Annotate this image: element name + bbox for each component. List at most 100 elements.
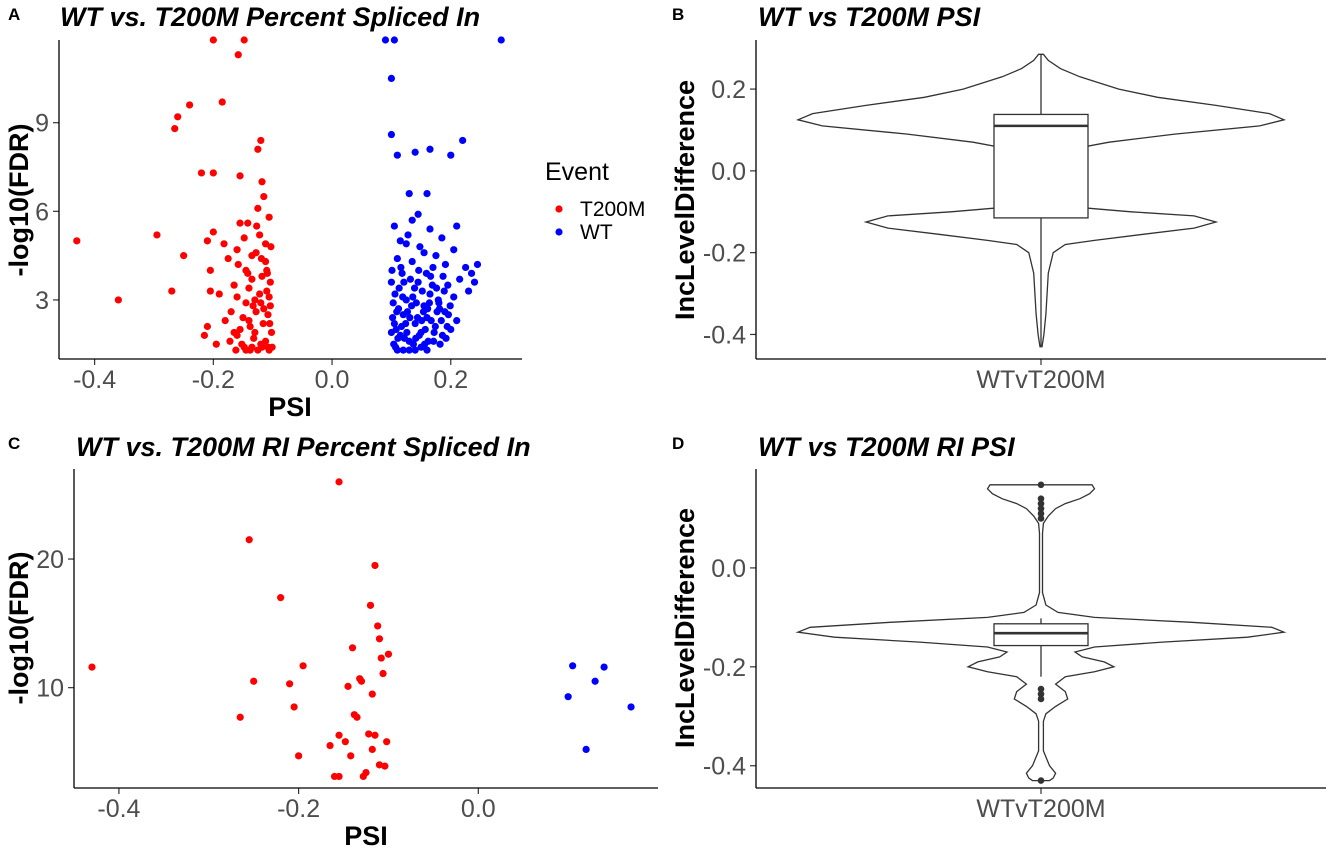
panel-c: C WT vs. T200M RI Percent Spliced In -0.… <box>4 432 658 851</box>
point-wt <box>456 275 464 283</box>
point-wt <box>390 319 398 328</box>
panel-b-x-ticks: WTvT200M <box>976 359 1106 394</box>
point-wt <box>438 234 446 242</box>
point-t200m <box>366 601 375 609</box>
panel-b-violin <box>795 53 1287 348</box>
point-wt <box>431 322 439 331</box>
point-wt <box>432 284 441 292</box>
point-t200m <box>236 325 244 334</box>
point-t200m <box>224 254 232 263</box>
point-t200m <box>168 287 176 295</box>
panel-d-x-tick-label: WTvT200M <box>976 795 1105 823</box>
point-t200m <box>209 228 217 236</box>
point-t200m <box>347 752 355 760</box>
panel-a-points <box>73 36 505 354</box>
point-t200m <box>232 346 240 354</box>
panel-c-x-label: PSI <box>344 821 388 851</box>
point-t200m <box>371 731 379 739</box>
point-t200m <box>171 125 179 133</box>
point-t200m <box>259 319 267 328</box>
point-wt <box>414 278 422 286</box>
point-t200m <box>250 677 258 685</box>
point-t200m <box>362 768 370 777</box>
point-wt <box>627 703 635 711</box>
point-wt <box>421 325 429 334</box>
point-t200m <box>277 594 285 602</box>
panel-d-violin <box>795 481 1287 784</box>
point-wt <box>453 222 461 230</box>
panel-c-y-ticks: 10 20 <box>36 546 74 703</box>
point-wt <box>420 249 428 257</box>
point-wt <box>414 210 422 218</box>
point-wt <box>411 319 419 328</box>
point-wt <box>569 662 577 670</box>
point-wt <box>389 299 397 307</box>
point-wt <box>408 216 416 224</box>
panel-d-title: WT vs T200M RI PSI <box>758 432 1015 462</box>
point-t200m <box>153 231 161 239</box>
point-t200m <box>256 290 264 298</box>
outlier-point <box>1037 685 1045 693</box>
point-wt <box>398 269 406 277</box>
outlier-point <box>1037 690 1045 698</box>
point-t200m <box>286 680 294 688</box>
point-wt <box>427 317 435 325</box>
point-t200m <box>267 243 275 251</box>
point-wt <box>393 346 401 354</box>
point-wt <box>396 237 404 245</box>
point-wt <box>394 334 402 342</box>
panel-d-y-ticks: 0.0 -0.2 -0.4 <box>703 555 756 781</box>
point-t200m <box>374 622 382 630</box>
point-t200m <box>248 275 256 283</box>
point-wt <box>444 311 452 319</box>
point-wt <box>388 314 397 322</box>
panel-a-x-tick-label: -0.4 <box>73 366 116 394</box>
point-t200m <box>240 234 248 242</box>
panel-a-y-tick-label: 3 <box>35 287 49 315</box>
point-wt <box>425 299 433 307</box>
point-t200m <box>234 51 242 59</box>
point-t200m <box>233 246 241 254</box>
point-t200m <box>341 738 349 746</box>
point-wt <box>426 225 434 233</box>
point-wt <box>453 317 461 325</box>
point-t200m <box>335 731 343 739</box>
panel-b-y-label: IncLevelDifference <box>670 80 700 320</box>
point-wt <box>440 287 448 295</box>
point-t200m <box>295 752 303 760</box>
point-wt <box>443 322 451 331</box>
point-t200m <box>258 343 266 351</box>
point-wt <box>402 319 410 328</box>
point-wt <box>416 243 424 251</box>
panel-c-x-tick-label: -0.2 <box>277 795 320 823</box>
point-wt <box>429 263 437 272</box>
point-wt <box>450 293 458 301</box>
legend-label-t200m: T200M <box>580 198 645 221</box>
point-t200m <box>257 136 265 145</box>
box-iqr <box>993 113 1089 219</box>
point-wt <box>423 346 431 354</box>
panel-d-y-label: IncLevelDifference <box>670 508 700 748</box>
point-wt <box>388 266 396 274</box>
point-t200m <box>377 654 385 662</box>
point-t200m <box>242 299 250 307</box>
panel-c-y-tick-label: 10 <box>36 675 64 703</box>
point-wt <box>424 305 432 313</box>
panel-a-title: WT vs. T200M Percent Spliced In <box>60 2 480 32</box>
outlier-point <box>1037 777 1045 784</box>
point-wt <box>426 290 434 298</box>
point-t200m <box>365 730 373 738</box>
point-t200m <box>335 478 343 486</box>
panel-a-y-label: -log10(FDR) <box>4 124 34 277</box>
point-wt <box>418 317 426 325</box>
point-wt <box>387 328 396 337</box>
point-t200m <box>203 322 211 331</box>
point-wt <box>439 272 447 280</box>
panel-c-x-tick-label: -0.4 <box>97 795 140 823</box>
point-wt <box>393 151 401 159</box>
outlier-point <box>1037 481 1045 489</box>
panel-a-y-tick-label: 6 <box>35 198 49 226</box>
panel-b-y-ticks: 0.2 0.0 -0.2 -0.4 <box>703 76 756 349</box>
panel-b: B WT vs T200M PSI 0.2 0.0 -0.2 -0.4 WTvT200… <box>670 2 1326 394</box>
